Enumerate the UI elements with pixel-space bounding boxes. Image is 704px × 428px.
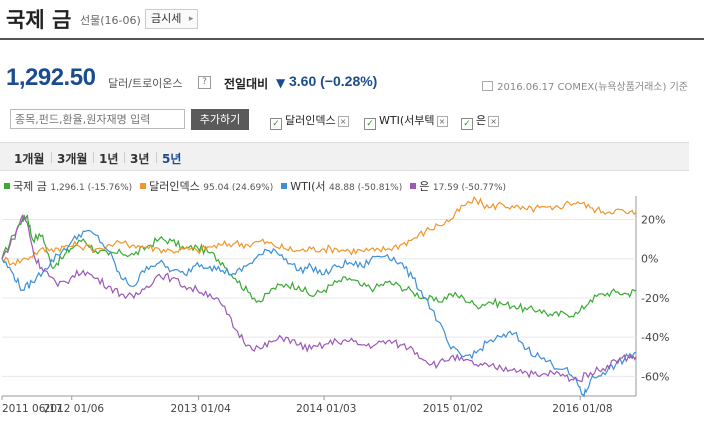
- divider: [51, 152, 52, 163]
- price-unit: 달러/트로이온스: [108, 77, 183, 90]
- close-icon[interactable]: ×: [337, 116, 349, 127]
- compare-item-label: 달러인덱스: [285, 114, 336, 127]
- date-note-text: 2016.06.17 COMEX(뉴욕상품거래소) 기준: [497, 82, 688, 93]
- x-tick-label: 2016 01/08: [552, 403, 612, 415]
- period-tabs: 1개월 3개월 1년 3년 5년: [0, 142, 689, 171]
- chevron-right-icon: ▸: [188, 14, 194, 24]
- compare-item-dollar-index[interactable]: ✓ 달러인덱스 ×: [270, 112, 349, 130]
- title-bar: 국제 금 선물(16-06) 금시세 ▸: [0, 0, 704, 40]
- legend-name: 국제 금: [13, 180, 47, 193]
- date-note: 2016.06.17 COMEX(뉴욕상품거래소) 기준: [482, 78, 688, 93]
- x-tick-label: 2015 01/02: [423, 403, 483, 415]
- legend-value: 1,296.1 (-15.76%): [50, 183, 133, 193]
- tab-1-month[interactable]: 1개월: [14, 152, 45, 166]
- gold-price-button-label: 금시세: [151, 12, 182, 25]
- legend-swatch: [281, 183, 288, 189]
- help-icon[interactable]: ?: [198, 76, 211, 89]
- divider: [124, 152, 125, 163]
- legend-value: 17.59 (-50.77%): [432, 183, 507, 193]
- calendar-icon: [482, 81, 494, 91]
- y-tick-label: 0%: [641, 253, 658, 266]
- legend-item-wti: WTI(서 48.88 (-50.81%): [281, 178, 402, 194]
- legend-value: 95.04 (24.69%): [203, 183, 274, 193]
- x-tick-label: 2014 01/03: [296, 403, 356, 415]
- legend-item-dollar-index: 달러인덱스 95.04 (24.69%): [140, 178, 273, 194]
- down-triangle-icon: ▼: [276, 76, 286, 90]
- legend-name: 달러인덱스: [149, 180, 200, 193]
- tab-3-months[interactable]: 3개월: [57, 152, 88, 166]
- y-tick-label: 20%: [641, 214, 665, 227]
- legend-swatch: [4, 183, 10, 189]
- change-label: 전일대비: [224, 77, 269, 91]
- series-line: [1, 195, 637, 267]
- checkbox-icon[interactable]: ✓: [270, 118, 282, 130]
- legend-name: WTI(서: [290, 180, 326, 193]
- close-icon[interactable]: ×: [436, 116, 448, 127]
- compare-item-silver[interactable]: ✓ 은 ×: [461, 112, 500, 130]
- compare-search-input[interactable]: [10, 109, 185, 129]
- contract-subtitle: 선물(16-06): [80, 14, 141, 27]
- legend-value: 48.88 (-50.81%): [329, 183, 403, 193]
- y-tick-label: -60%: [641, 370, 669, 383]
- tab-1-year[interactable]: 1년: [99, 152, 119, 166]
- checkbox-icon[interactable]: ✓: [461, 118, 473, 130]
- gold-price-button[interactable]: 금시세 ▸: [145, 9, 199, 29]
- series-line: [1, 214, 637, 319]
- legend-swatch: [410, 183, 417, 189]
- change-value: 3.60 (−0.28%): [289, 73, 378, 89]
- compare-item-label: 은: [476, 114, 487, 127]
- compare-item-wti[interactable]: ✓ WTI(서부텍 ×: [364, 112, 448, 130]
- x-tick-label: 2011 06/17: [2, 403, 62, 415]
- x-tick-label: 2012 01/06: [44, 403, 105, 415]
- add-compare-button[interactable]: 추가하기: [191, 109, 249, 130]
- page-title: 국제 금: [6, 8, 72, 32]
- legend-name: 은: [419, 180, 430, 193]
- legend-swatch: [140, 183, 147, 189]
- chart-legend: 국제 금 1,296.1 (-15.76%) 달러인덱스 95.04 (24.69…: [4, 178, 514, 194]
- divider: [93, 152, 94, 163]
- divider: [156, 152, 157, 163]
- checkbox-icon[interactable]: ✓: [364, 118, 376, 130]
- x-tick-label: 2013 01/04: [171, 403, 232, 415]
- y-tick-label: -40%: [641, 331, 669, 344]
- close-icon[interactable]: ×: [488, 116, 500, 127]
- current-price: 1,292.50: [6, 64, 96, 91]
- compare-item-label: WTI(서부텍: [379, 114, 435, 127]
- series-line: [1, 214, 637, 383]
- legend-item-gold: 국제 금 1,296.1 (-15.76%): [4, 178, 132, 194]
- tab-3-years[interactable]: 3년: [130, 152, 150, 166]
- series-line: [1, 229, 637, 398]
- legend-item-silver: 은 17.59 (-50.77%): [410, 178, 506, 194]
- tab-5-years[interactable]: 5년: [162, 152, 182, 166]
- y-tick-label: -20%: [641, 292, 669, 305]
